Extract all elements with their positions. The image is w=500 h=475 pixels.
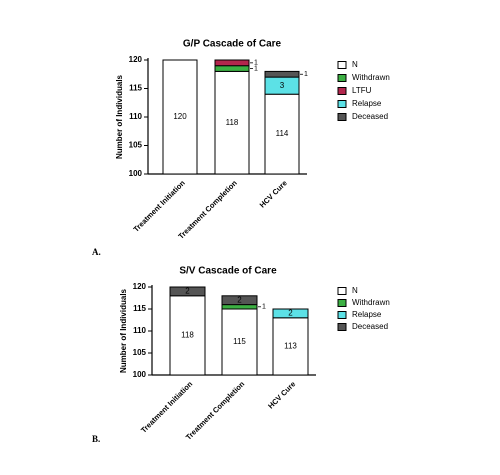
x-tick-label: Treatment Initiation [132,178,188,234]
y-tick-label: 100 [129,169,143,178]
legend-swatch [337,113,347,121]
legend-swatch [337,311,347,319]
y-tick-label: 110 [129,112,142,121]
x-tick-label: Treatment Initiation [139,379,195,435]
legend-label: Deceased [352,322,388,331]
legend-label: LTFU [352,86,372,95]
x-tick-label: HCV Cure [258,178,289,209]
y-axis-label: Number of Individuals [115,74,124,159]
value-label: 2 [237,295,242,304]
legend-label: Deceased [352,112,388,121]
bar-segment [214,65,250,72]
legend-swatch [337,74,347,82]
x-tick-label: Treatment Completion [184,379,247,442]
legend-swatch [337,87,347,95]
value-label: 115 [233,337,246,346]
bar-segment [214,59,250,67]
y-tick-label: 100 [133,370,147,379]
value-label: 120 [173,112,187,121]
bar-segment [214,70,250,175]
bar-segment [264,70,300,78]
legend-swatch [337,323,347,331]
y-tick-label: 105 [133,348,147,357]
bar-segment [221,308,258,376]
y-tick-label: 115 [133,304,146,313]
chart-title: S/V Cascade of Care [179,266,277,277]
legend-label: Withdrawn [352,298,390,307]
bar-segment [169,286,206,297]
panel-label: A. [92,247,101,257]
value-label: 2 [185,287,190,296]
value-label: 113 [284,342,297,351]
legend-label: Relapse [352,310,382,319]
bar-segment [272,308,309,319]
value-label: 118 [181,331,194,340]
chart-title: G/P Cascade of Care [183,39,282,50]
bar-segment [162,59,198,175]
y-tick-label: 105 [129,141,143,150]
x-tick-label: HCV Cure [266,379,297,410]
y-tick-label: 120 [133,282,147,291]
bar-segment [169,295,206,376]
value-label: 3 [280,81,285,90]
legend-swatch [337,61,347,69]
value-label: 2 [288,309,293,318]
bar-segment [221,295,258,306]
legend-swatch [337,100,347,108]
y-axis-label: Number of Individuals [119,288,128,373]
value-label: 114 [276,129,289,138]
value-label: 1 [254,60,258,67]
x-tick-label: Treatment Completion [176,178,239,241]
value-label: 1 [254,65,258,72]
legend-label: N [352,286,358,295]
panel-label: B. [92,434,100,444]
y-tick-label: 120 [129,55,143,64]
bar-segment [272,317,309,376]
legend-swatch [337,287,347,295]
legend-label: Withdrawn [352,73,390,82]
bar-segment [221,304,258,310]
value-label: 1 [304,71,308,78]
legend-label: N [352,60,358,69]
legend-label: Relapse [352,99,382,108]
value-label: 1 [262,304,266,311]
legend-swatch [337,299,347,307]
y-tick-label: 110 [133,326,146,335]
value-label: 118 [226,118,239,127]
y-tick-label: 115 [129,84,142,93]
